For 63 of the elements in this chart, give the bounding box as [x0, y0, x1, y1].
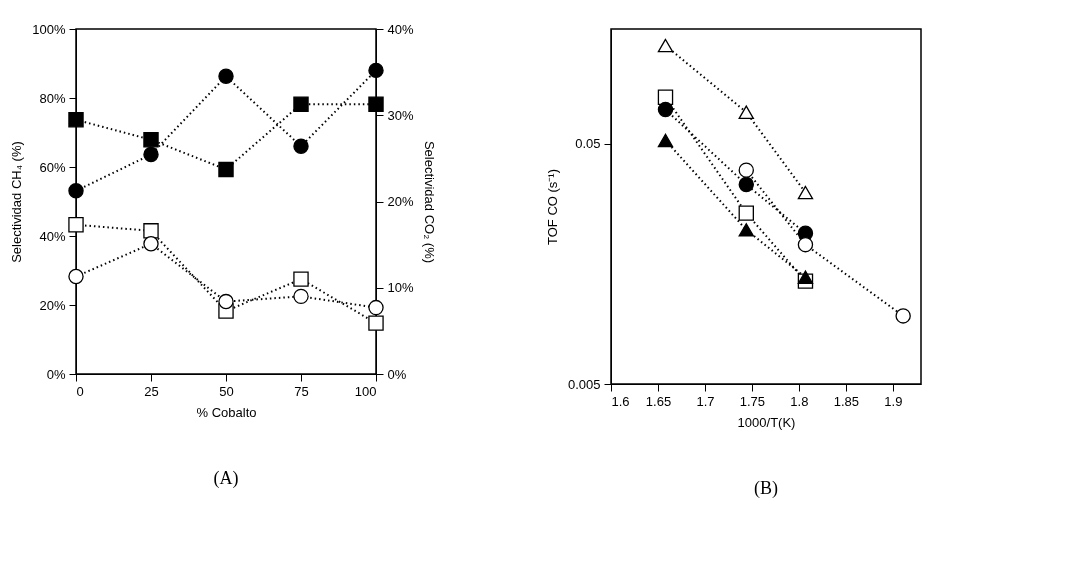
point: [293, 96, 309, 112]
y-axis-title: Selectividad CH₄ (%): [9, 141, 25, 263]
x-tick-label: 1.75: [739, 393, 766, 409]
point: [143, 223, 159, 239]
point: [797, 236, 814, 253]
text: (B): [754, 478, 778, 499]
point: [68, 183, 84, 199]
point: [738, 223, 754, 237]
x-tick-label: 0: [76, 383, 84, 399]
point: [657, 101, 674, 118]
y-tick-label: 80%: [39, 90, 66, 106]
point: [738, 205, 754, 221]
y-tick-label: 0%: [46, 366, 66, 382]
point: [68, 268, 84, 285]
point: [68, 217, 84, 233]
point: [218, 161, 234, 178]
x-axis-title: % Cobalto: [196, 404, 257, 420]
x-tick-label: 25: [144, 383, 159, 399]
x-tick-label: 1.8: [790, 393, 809, 409]
point: [657, 133, 674, 148]
x-tick-label: 75: [294, 383, 309, 399]
point: [738, 162, 754, 178]
point: [368, 299, 384, 316]
y2-axis-title: Selectividad CO₂ (%): [421, 140, 437, 264]
x-tick-label: 1.85: [833, 393, 859, 409]
point: [657, 38, 674, 53]
point: [368, 315, 384, 331]
point: [293, 138, 309, 155]
point: [68, 112, 84, 128]
point: [143, 236, 159, 252]
point: [797, 185, 814, 200]
y-tick-label: 20%: [39, 297, 66, 313]
x-tick-label: 1.6: [611, 393, 630, 409]
point: [797, 270, 814, 285]
x-tick-label: 1.9: [884, 393, 903, 409]
y-tick-label: 100%: [32, 21, 66, 37]
text: (A): [213, 468, 239, 489]
y2-tick-label: 20%: [387, 194, 414, 209]
y-tick-label: 40%: [39, 228, 66, 244]
y-tick-label: 0.05: [575, 136, 601, 152]
x-tick-label: 50: [219, 383, 234, 399]
y2-tick-label: 0%: [387, 366, 407, 382]
point: [143, 132, 159, 148]
y-axis-title: TOF CO (s⁻¹): [544, 169, 560, 245]
point: [218, 68, 234, 84]
point: [738, 105, 754, 119]
point: [293, 271, 309, 287]
point: [738, 176, 754, 193]
y2-tick-label: 40%: [387, 21, 414, 37]
point: [368, 96, 384, 112]
point: [143, 146, 159, 163]
point: [218, 293, 234, 310]
y-tick-label: 60%: [39, 159, 66, 175]
y2-tick-label: 30%: [387, 107, 414, 123]
point: [895, 308, 911, 324]
x-tick-label: 100: [354, 383, 377, 399]
x-axis-title: 1000/T(K): [737, 414, 796, 430]
y-tick-label: 0.005: [567, 376, 601, 392]
y2-tick-label: 10%: [387, 280, 414, 296]
point: [368, 62, 384, 79]
x-tick-label: 1.7: [696, 393, 715, 409]
point: [293, 288, 309, 305]
x-tick-label: 1.65: [645, 393, 672, 409]
